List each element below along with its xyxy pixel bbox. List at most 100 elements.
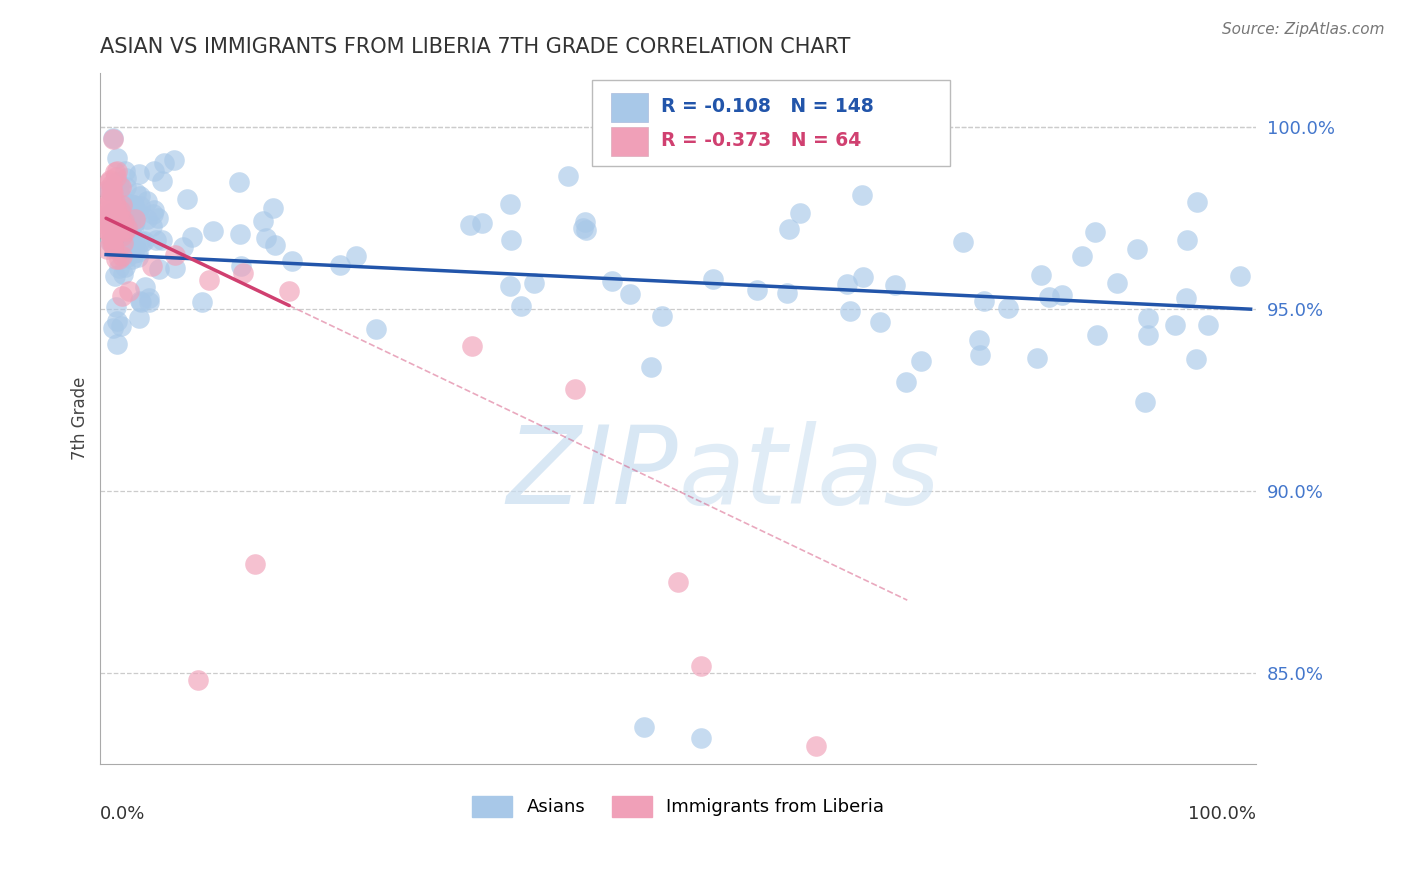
Point	[366, 322, 388, 336]
Point	[125, 186, 148, 201]
Point	[135, 212, 157, 227]
Point	[97, 183, 120, 197]
Point	[666, 574, 689, 589]
Point	[138, 295, 160, 310]
Point	[122, 197, 145, 211]
Point	[690, 658, 713, 673]
Point	[1133, 395, 1156, 409]
Point	[115, 221, 138, 235]
Point	[104, 170, 127, 185]
Point	[128, 234, 150, 248]
Point	[869, 315, 891, 329]
Point	[104, 194, 127, 209]
Point	[103, 233, 125, 247]
Legend: Asians, Immigrants from Liberia: Asians, Immigrants from Liberia	[465, 789, 891, 824]
Point	[619, 287, 641, 301]
Point	[745, 283, 768, 297]
Point	[103, 228, 125, 243]
Point	[1175, 233, 1198, 247]
Point	[640, 359, 662, 374]
Point	[1185, 352, 1208, 367]
Point	[101, 130, 124, 145]
Point	[523, 276, 546, 290]
Point	[115, 171, 138, 186]
Point	[107, 260, 129, 275]
Point	[97, 195, 120, 210]
Point	[115, 197, 138, 211]
Point	[281, 253, 304, 268]
Point	[651, 310, 673, 324]
Point	[165, 260, 187, 275]
Text: R = -0.108   N = 148: R = -0.108 N = 148	[661, 97, 873, 116]
Point	[851, 188, 873, 202]
Point	[1038, 290, 1060, 304]
Point	[132, 234, 155, 248]
Point	[557, 169, 579, 183]
Point	[136, 194, 159, 208]
Point	[115, 206, 138, 220]
Point	[115, 210, 138, 224]
Point	[100, 206, 122, 220]
Point	[110, 319, 132, 334]
Text: R = -0.373   N = 64: R = -0.373 N = 64	[661, 131, 862, 150]
Text: atlas: atlas	[678, 421, 941, 526]
FancyBboxPatch shape	[592, 79, 950, 166]
Point	[111, 235, 134, 250]
Point	[142, 207, 165, 221]
Point	[103, 321, 125, 335]
Point	[108, 178, 131, 192]
Point	[108, 244, 131, 258]
Point	[97, 182, 120, 196]
Point	[142, 203, 165, 218]
Point	[101, 230, 124, 244]
Point	[97, 224, 120, 238]
Point	[509, 299, 531, 313]
Point	[690, 731, 713, 746]
Point	[110, 202, 132, 217]
Point	[98, 175, 121, 189]
Point	[97, 224, 120, 238]
Point	[104, 199, 127, 213]
Point	[128, 310, 150, 325]
Point	[104, 269, 127, 284]
Point	[129, 199, 152, 213]
Point	[789, 206, 811, 220]
Point	[120, 235, 142, 250]
Point	[96, 213, 118, 227]
Point	[107, 252, 129, 267]
Point	[107, 218, 129, 232]
Point	[243, 557, 266, 571]
Point	[575, 223, 598, 237]
Point	[117, 227, 139, 242]
Text: ZIP: ZIP	[506, 421, 678, 526]
Point	[101, 186, 124, 200]
Point	[127, 250, 149, 264]
Text: ASIAN VS IMMIGRANTS FROM LIBERIA 7TH GRADE CORRELATION CHART: ASIAN VS IMMIGRANTS FROM LIBERIA 7TH GRA…	[100, 37, 851, 57]
Point	[108, 224, 131, 238]
Point	[100, 235, 122, 249]
Point	[111, 289, 134, 303]
Point	[103, 216, 125, 230]
Point	[105, 151, 128, 165]
Text: Source: ZipAtlas.com: Source: ZipAtlas.com	[1222, 22, 1385, 37]
Point	[111, 228, 134, 243]
Point	[127, 245, 149, 260]
Point	[131, 235, 153, 250]
Text: 100.0%: 100.0%	[1188, 805, 1257, 823]
Point	[228, 175, 250, 189]
Point	[114, 164, 136, 178]
Point	[97, 202, 120, 217]
Point	[839, 304, 862, 318]
Point	[121, 252, 143, 266]
Point	[1107, 276, 1129, 290]
Point	[176, 192, 198, 206]
Bar	[612, 93, 648, 122]
Point	[100, 194, 122, 208]
Point	[105, 175, 128, 189]
Point	[124, 212, 146, 227]
Point	[163, 247, 186, 261]
Point	[181, 230, 204, 244]
Point	[600, 274, 623, 288]
Point	[146, 211, 169, 226]
Point	[100, 182, 122, 196]
